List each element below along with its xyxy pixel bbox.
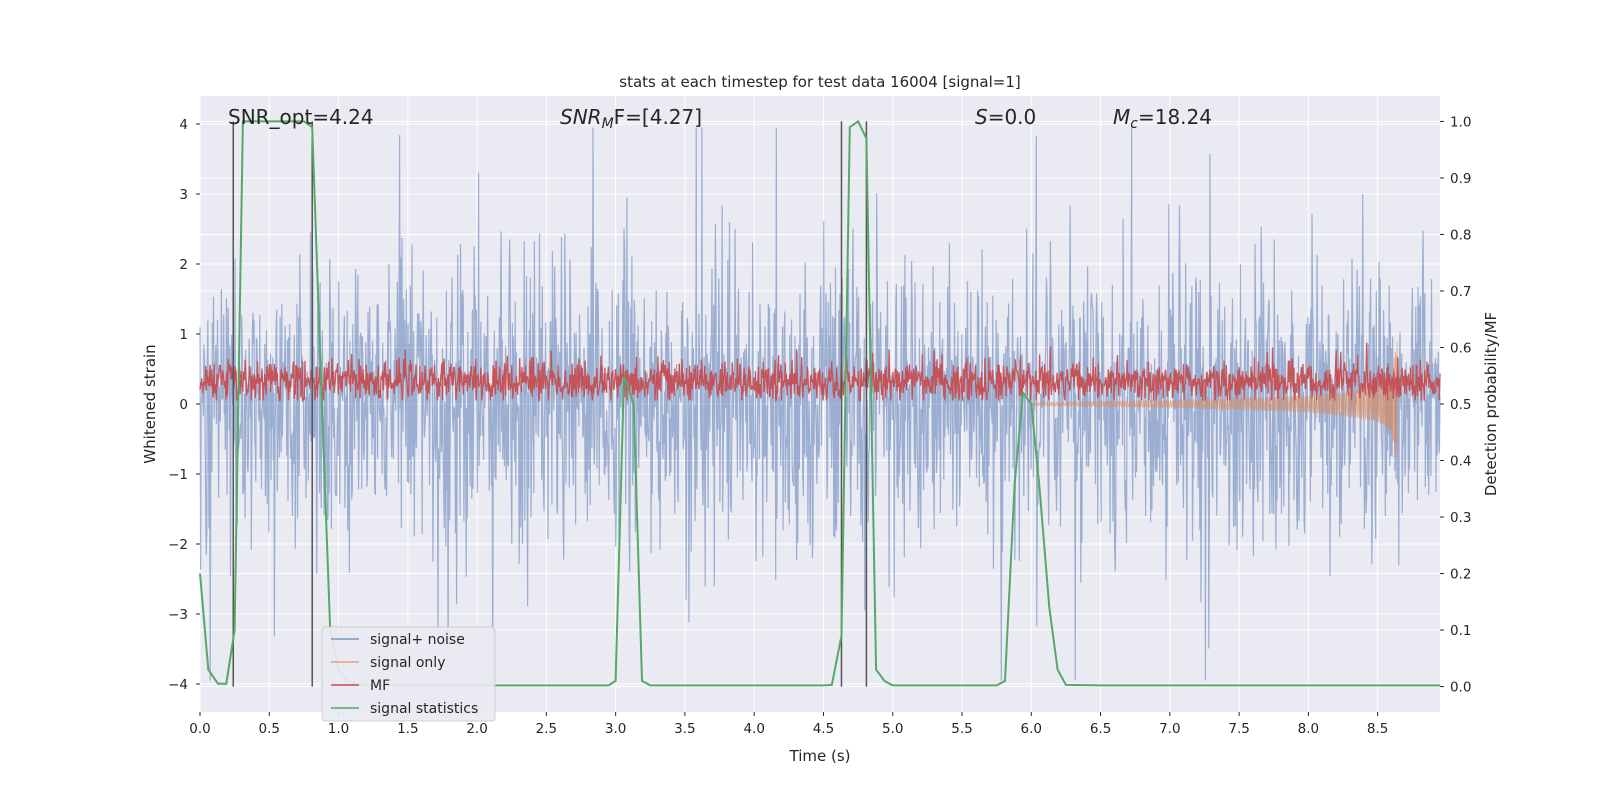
x-tick-label: 6.5: [1090, 721, 1111, 737]
x-tick-label: 5.0: [882, 721, 903, 737]
signal-only-line: [1031, 341, 1398, 458]
x-tick-label: 7.0: [1159, 721, 1180, 737]
annotation-snr-mf-main: SNR: [560, 105, 602, 129]
y-left-tick-label: 3: [179, 187, 188, 203]
annotation-snr-mf: SNRMF=[4.27]: [560, 105, 702, 132]
y-right-tick-label: 0.9: [1450, 171, 1471, 187]
annotation-s-italic: S: [975, 105, 988, 129]
mf-line: [199, 342, 1441, 403]
annotation-mc: Mc=18.24: [1113, 105, 1212, 132]
y-right-tick-label: 0.3: [1450, 510, 1471, 526]
x-tick-label: 2.5: [536, 721, 557, 737]
y-right-tick-label: 0.5: [1450, 397, 1471, 413]
y-left-tick-label: −4: [168, 677, 188, 693]
annotation-snr-mf-sub: M: [602, 116, 614, 132]
y-right-tick-label: 1.0: [1450, 114, 1471, 130]
signal-noise-line: [199, 127, 1441, 681]
x-tick-label: 0.0: [189, 721, 210, 737]
y-left-tick-label: 0: [179, 397, 188, 413]
chart-title: stats at each timestep for test data 160…: [619, 73, 1020, 91]
y-right-tick-label: 0.4: [1450, 454, 1471, 470]
x-tick-label: 3.5: [674, 721, 695, 737]
x-tick-label: 4.0: [743, 721, 764, 737]
x-tick-label: 0.5: [259, 721, 280, 737]
x-tick-label: 2.0: [466, 721, 487, 737]
legend-label-signal-statistics: signal statistics: [370, 701, 478, 717]
annotation-mc-sub: c: [1130, 116, 1138, 132]
x-tick-label: 8.0: [1298, 721, 1319, 737]
legend: signal+ noise signal only MF signal stat…: [321, 626, 496, 722]
x-tick-label: 5.5: [951, 721, 972, 737]
annotation-mc-rest: =18.24: [1138, 105, 1212, 129]
y-left-tick-label: −1: [168, 467, 188, 483]
y-right-tick-label: 0.0: [1450, 680, 1471, 696]
x-tick-label: 7.5: [1228, 721, 1249, 737]
mf-series: [199, 342, 1441, 403]
y-right-tick-label: 0.8: [1450, 227, 1471, 243]
y-right-tick-label: 0.7: [1450, 284, 1471, 300]
annotation-s: S=0.0: [975, 105, 1036, 129]
y-left-tick-label: −2: [168, 537, 188, 553]
legend-label-mf: MF: [370, 678, 390, 694]
x-tick-label: 8.5: [1367, 721, 1388, 737]
legend-label-signal-noise: signal+ noise: [370, 632, 465, 648]
signal-statistics-series: [199, 119, 1440, 687]
y-left-tick-label: 4: [179, 117, 188, 133]
y-right-tick-label: 0.2: [1450, 567, 1471, 583]
y-left-tick-label: 2: [179, 257, 188, 273]
y-axis-label-right: Detection probability/MF: [1482, 312, 1500, 496]
signal-noise-series: [199, 127, 1441, 681]
tick-labels: 0.0 0.5 1.0 1.5 2.0 2.5 3.0 3.5 4.0 4.5 5.0 5.5 6.0 6…: [168, 114, 1471, 737]
x-tick-label: 6.0: [1021, 721, 1042, 737]
y-right-tick-label: 0.6: [1450, 340, 1471, 356]
legend-label-signal-only: signal only: [370, 655, 445, 671]
signal-only-series: [1031, 341, 1398, 458]
annotation-mc-main: M: [1113, 105, 1130, 129]
legend-box: [321, 626, 496, 722]
annotation-snr-opt: SNR_opt=4.24: [228, 105, 374, 129]
x-tick-label: 4.5: [813, 721, 834, 737]
x-tick-label: 1.5: [397, 721, 418, 737]
y-left-tick-label: 1: [179, 327, 188, 343]
y-axis-label-left: Whitened strain: [141, 344, 159, 463]
x-tick-label: 3.0: [605, 721, 626, 737]
y-left-tick-label: −3: [168, 607, 188, 623]
signal-statistics-line: [199, 119, 1440, 687]
y-right-tick-label: 0.1: [1450, 623, 1471, 639]
annotation-snr-mf-rest: F=[4.27]: [614, 105, 702, 129]
x-axis-label: Time (s): [789, 747, 851, 765]
x-tick-label: 1.0: [328, 721, 349, 737]
annotation-s-rest: =0.0: [988, 105, 1037, 129]
